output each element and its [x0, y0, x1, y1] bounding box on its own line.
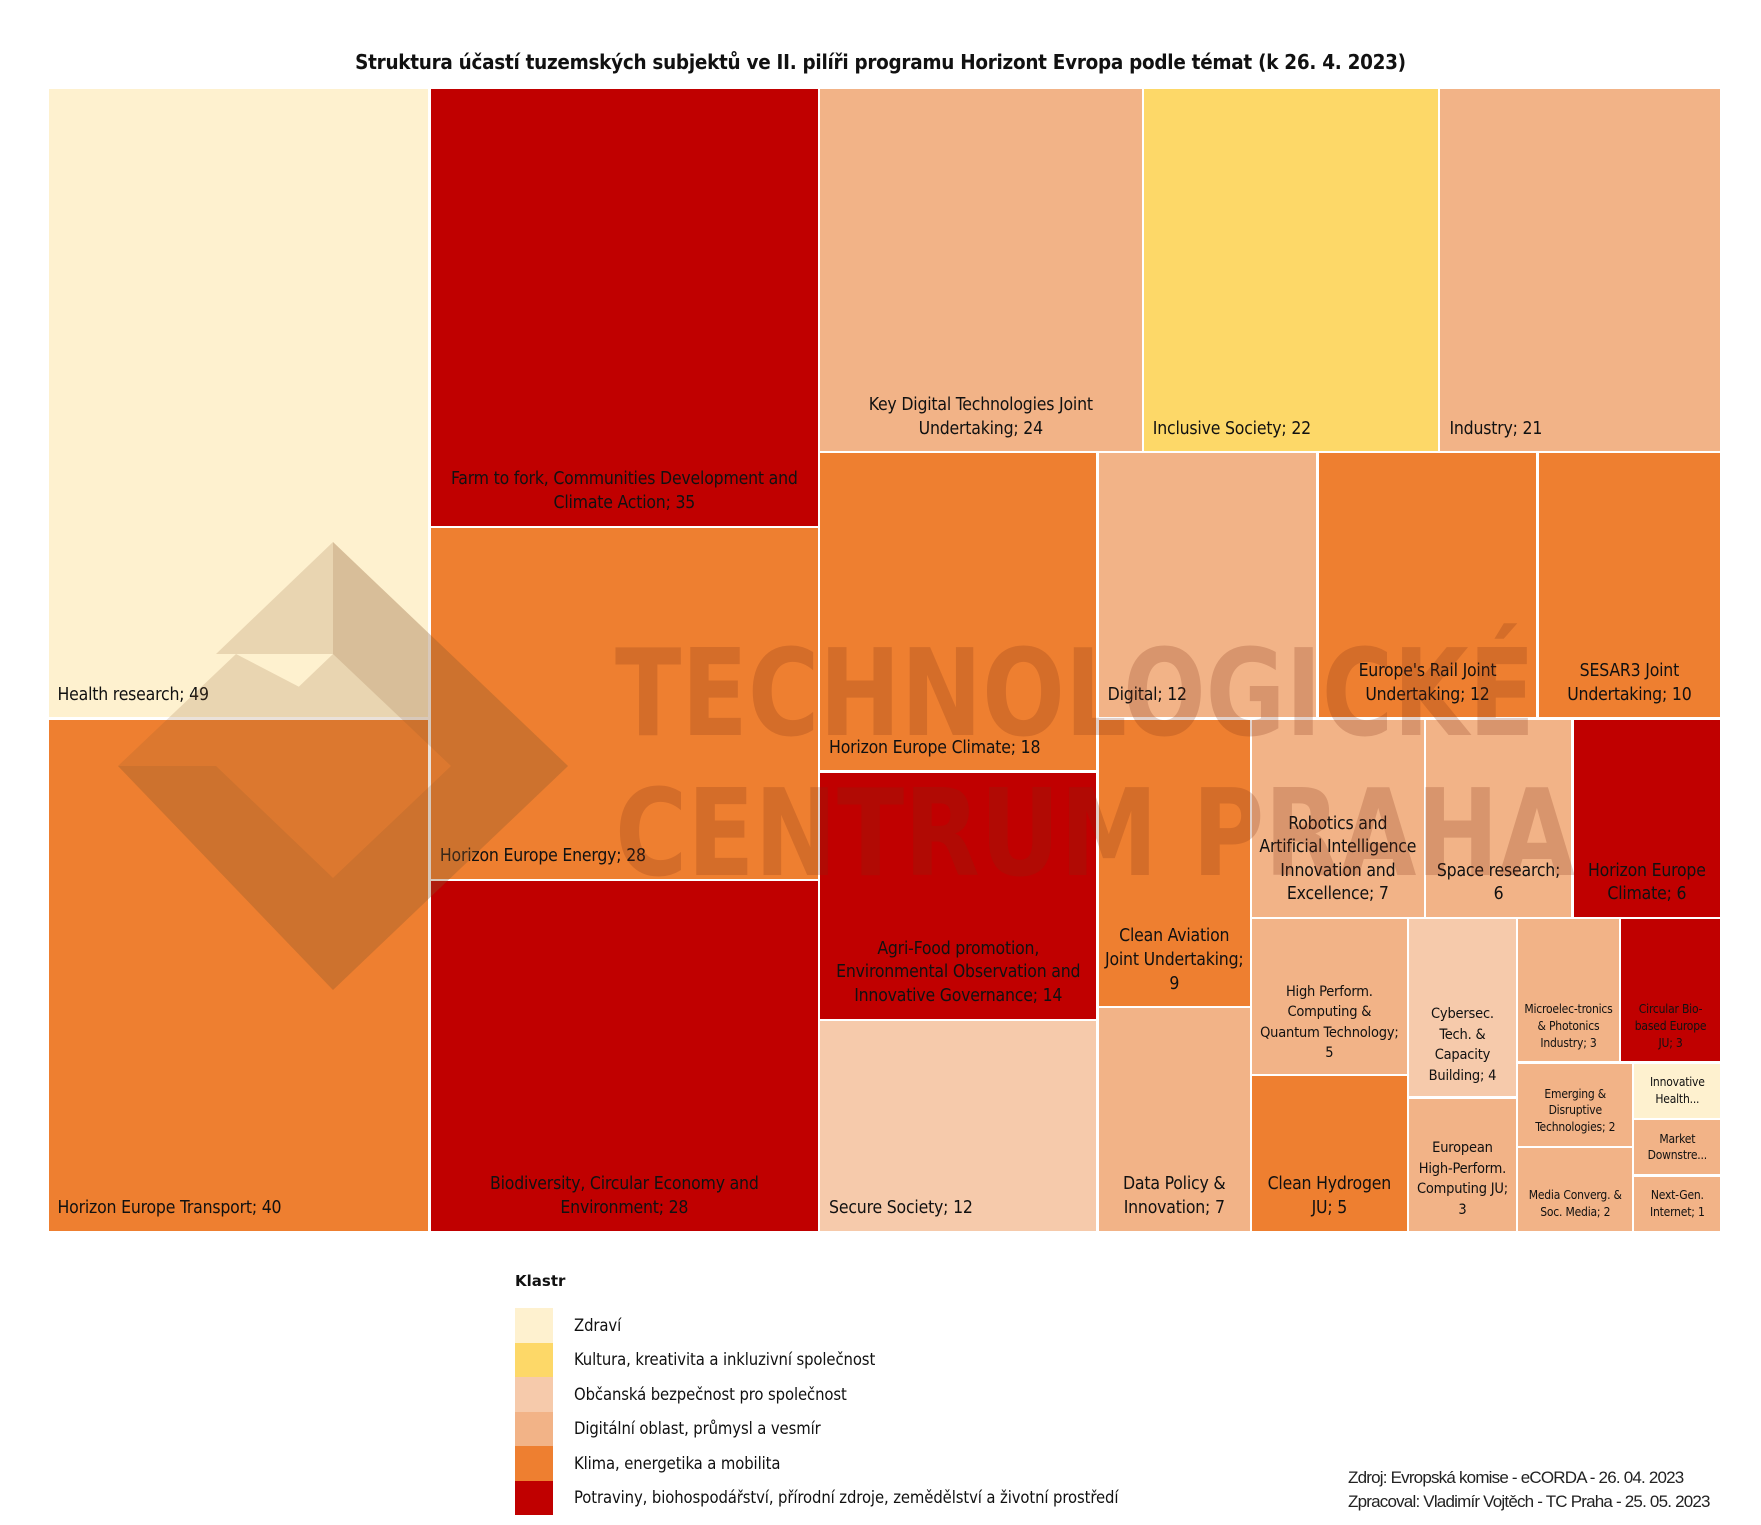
tile-label: Emerging & Disruptive Technologies; 2: [1535, 1086, 1616, 1135]
treemap-tile: SESAR3 Joint Undertaking; 10: [1538, 453, 1721, 718]
treemap-tile: Industry; 21: [1440, 89, 1721, 452]
tile-label: Horizon Europe Climate; 18: [829, 737, 1041, 758]
treemap-tile: Biodiversity, Circular Economy and Envir…: [430, 880, 818, 1231]
legend-swatch: [515, 1377, 553, 1412]
tile-label: Clean Hydrogen JU; 5: [1267, 1174, 1392, 1219]
tile-label: Health research; 49: [57, 684, 209, 705]
legend-item: Klima, energetika a mobilita: [515, 1446, 1118, 1481]
treemap-tile: Robotics and Artificial Intelligence Inn…: [1252, 719, 1424, 918]
tile-label: Market Downstre...: [1647, 1131, 1708, 1163]
source-note: Zdroj: Evropská komise - eCORDA - 26. 04…: [1348, 1466, 1711, 1514]
treemap-tile: Space research; 6: [1425, 719, 1572, 918]
tile-label: Horizon Europe Transport; 40: [57, 1198, 282, 1218]
legend-swatch: [515, 1480, 553, 1515]
treemap-tile: Health research; 49: [48, 89, 428, 718]
tile-label: Data Policy & Innovation; 7: [1122, 1174, 1226, 1218]
legend-item: Zdraví: [515, 1308, 1118, 1343]
treemap-tile: Agri-Food promotion, Environmental Obser…: [820, 772, 1097, 1019]
legend-swatch: [515, 1446, 553, 1481]
treemap-tile: Europe's Rail Joint Undertaking; 12: [1318, 453, 1537, 718]
treemap-tile: Farm to fork, Communities Development an…: [430, 89, 818, 526]
treemap-tile: Key Digital Technologies Joint Undertaki…: [820, 89, 1142, 452]
tile-label: Key Digital Technologies Joint Undertaki…: [868, 394, 1093, 439]
treemap-tile: Digital; 12: [1098, 453, 1317, 718]
tile-label: Next-Gen. Internet; 1: [1650, 1188, 1705, 1219]
treemap-tile: European High-Perform. Computing JU; 3: [1408, 1098, 1517, 1231]
tile-label: Agri-Food promotion, Environmental Obser…: [836, 938, 1081, 1006]
tile-label: SESAR3 Joint Undertaking; 10: [1567, 661, 1692, 705]
tile-label: Innovative Health...: [1649, 1075, 1705, 1107]
treemap-tile: Emerging & Disruptive Technologies; 2: [1518, 1063, 1633, 1147]
tile-label: Industry; 21: [1449, 418, 1543, 439]
legend-label: Potraviny, biohospodářství, přírodní zdr…: [574, 1488, 1119, 1508]
treemap-tile: High Perform. Computing & Quantum Techno…: [1252, 919, 1407, 1074]
legend-item: Potraviny, biohospodářství, přírodní zdr…: [515, 1480, 1119, 1515]
treemap-tile: Circular Bio-based Europe JU; 3: [1620, 919, 1721, 1062]
chart-title: Struktura účastí tuzemských subjektů ve …: [355, 50, 1406, 74]
treemap-tile: Next-Gen. Internet; 1: [1634, 1176, 1721, 1231]
tile-label: Digital; 12: [1107, 684, 1187, 705]
legend-label: Klima, energetika a mobilita: [574, 1453, 781, 1473]
tile-label: Inclusive Society; 22: [1152, 418, 1311, 439]
tile-label: Biodiversity, Circular Economy and Envir…: [490, 1174, 759, 1218]
tile-label: Farm to fork, Communities Development an…: [451, 469, 798, 514]
treemap-tile: Data Policy & Innovation; 7: [1098, 1008, 1250, 1231]
tile-label: Space research; 6: [1436, 860, 1561, 905]
legend-item: Kultura, kreativita a inkluzivní společn…: [515, 1342, 1118, 1377]
tile-label: Media Converg. & Soc. Media; 2: [1528, 1188, 1622, 1219]
legend-title: Klastr: [515, 1272, 566, 1290]
treemap-tile: Horizon Europe Climate; 6: [1573, 719, 1721, 918]
treemap-tile: Secure Society; 12: [820, 1020, 1097, 1231]
treemap-tile: Horizon Europe Climate; 18: [820, 453, 1097, 771]
tile-label: Circular Bio-based Europe JU; 3: [1634, 1002, 1707, 1050]
treemap-tile: Clean Aviation Joint Undertaking; 9: [1098, 719, 1250, 1007]
tile-label: Cybersec. Tech. & Capacity Building; 4: [1428, 1006, 1497, 1084]
legend-item: Občanská bezpečnost pro společnost: [515, 1377, 1118, 1412]
tile-label: Secure Society; 12: [829, 1198, 973, 1218]
legend-items: Zdraví Kultura, kreativita a inkluzivní s…: [515, 1308, 1118, 1515]
tile-label: Microelec-tronics & Photonics Industry; …: [1524, 1002, 1613, 1050]
tile-label: Horizon Europe Climate; 6: [1588, 860, 1706, 905]
treemap-tile: Market Downstre...: [1634, 1120, 1721, 1175]
tile-label: High Perform. Computing & Quantum Techno…: [1260, 983, 1399, 1062]
treemap-tile: Clean Hydrogen JU; 5: [1252, 1076, 1407, 1231]
tile-label: Robotics and Artificial Intelligence Inn…: [1259, 813, 1417, 905]
treemap-tile: Media Converg. & Soc. Media; 2: [1518, 1148, 1633, 1231]
legend-swatch: [515, 1342, 553, 1377]
legend: Klastr Zdraví Kultura, kreativita a inklu…: [515, 1272, 1118, 1515]
treemap-tile: Horizon Europe Energy; 28: [430, 527, 818, 879]
legend-label: Občanská bezpečnost pro společnost: [574, 1384, 847, 1404]
treemap-tile: Horizon Europe Transport; 40: [48, 719, 428, 1231]
legend-label: Digitální oblast, průmysl a vesmír: [574, 1419, 821, 1439]
author-line: Zpracoval: Vladimír Vojtěch - TC Praha -…: [1348, 1492, 1711, 1511]
tile-label: Europe's Rail Joint Undertaking; 12: [1358, 661, 1497, 705]
treemap-tile: Innovative Health...: [1634, 1063, 1721, 1118]
legend-swatch: [515, 1411, 553, 1446]
tile-label: Clean Aviation Joint Undertaking; 9: [1105, 926, 1244, 994]
legend-item: Digitální oblast, průmysl a vesmír: [515, 1411, 1118, 1446]
treemap-tile: Inclusive Society; 22: [1143, 89, 1439, 452]
tile-label: Horizon Europe Energy; 28: [439, 846, 646, 867]
legend-label: Zdraví: [574, 1315, 622, 1335]
treemap-tile: Cybersec. Tech. & Capacity Building; 4: [1408, 919, 1517, 1097]
treemap: Health research; 49 Horizon Europe Transp…: [48, 89, 1721, 1231]
treemap-tile: Microelec-tronics & Photonics Industry; …: [1518, 919, 1619, 1062]
source-line: Zdroj: Evropská komise - eCORDA - 26. 04…: [1348, 1468, 1684, 1487]
legend-swatch: [515, 1308, 553, 1343]
legend-label: Kultura, kreativita a inkluzivní společn…: [574, 1350, 876, 1370]
tile-label: European High-Perform. Computing JU; 3: [1416, 1140, 1508, 1219]
